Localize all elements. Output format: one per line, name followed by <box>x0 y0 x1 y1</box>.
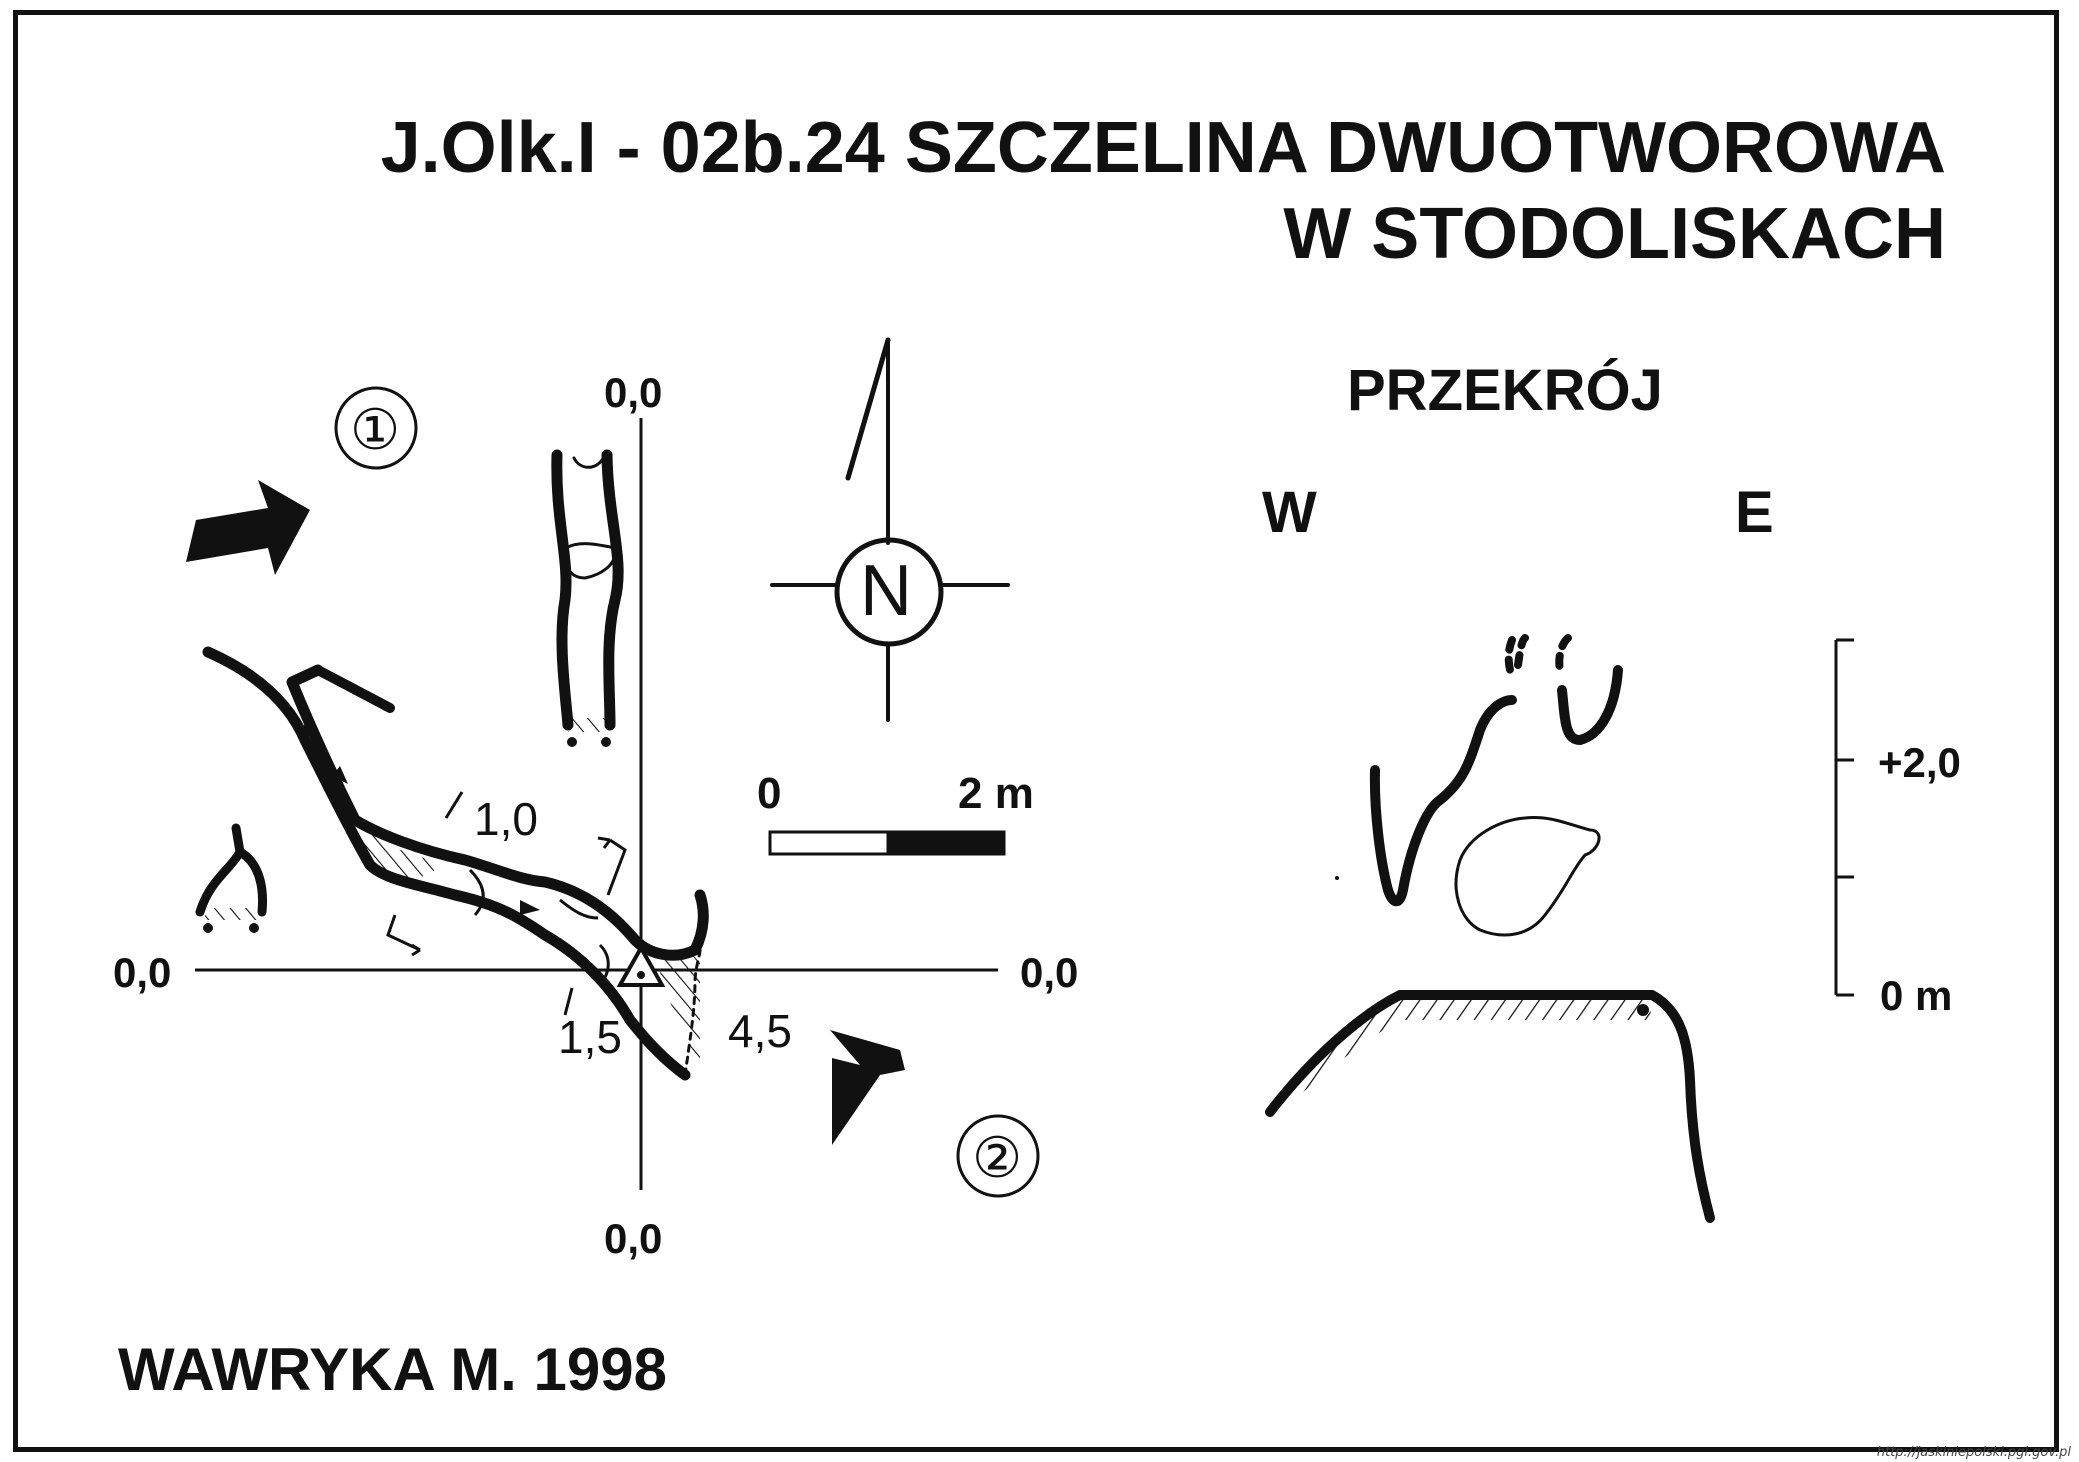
depth-label: 1,0 <box>474 793 538 845</box>
plan-sediment-lower <box>655 950 700 1060</box>
axis-label-right: 0,0 <box>1020 949 1079 996</box>
section-title: PRZEKRÓJ <box>1347 358 1663 423</box>
survey-point-triangle <box>616 943 666 987</box>
scale-bar-start-label: 0 <box>757 769 782 818</box>
entrance-2-arrow <box>830 1030 905 1145</box>
depth-label: 1,5 <box>558 1011 622 1063</box>
source-url: http://jaskiniepolski.pgi.gov.pl <box>1876 1445 2071 1460</box>
height-scale-upper-label: +2,0 <box>1878 739 1961 786</box>
entrance-1-marker: ① <box>350 398 401 461</box>
scale-bar-end-label: 2 m <box>958 769 1034 818</box>
axis-label-bottom: 0,0 <box>604 1215 663 1262</box>
entrance-1-arrow <box>186 480 310 575</box>
section-floor-sediment <box>1270 995 1652 1112</box>
map-title-line-2: W STODOLISKACH <box>1283 194 1946 274</box>
section-boulder <box>1454 815 1601 937</box>
scale-bar-black-segment <box>886 830 1006 856</box>
map-title-line-1: J.Olk.I - 02b.24 SZCZELINA DWUOTWOROWA <box>380 108 1946 188</box>
depth-label: 4,5 <box>728 1005 792 1057</box>
side-passage-sketch <box>195 823 268 917</box>
section-west-label: W <box>1262 480 1317 545</box>
height-scale <box>1834 638 1854 997</box>
cave-plan-outline <box>202 646 709 1081</box>
entrance-1-circle <box>334 386 418 470</box>
height-scale-lower-label: 0 m <box>1880 972 1953 1019</box>
map-frame <box>13 10 2059 1452</box>
axis-label-top: 0,0 <box>604 369 663 416</box>
entrance-2-circle <box>956 1114 1040 1198</box>
author-credit: WAWRYKA M. 1998 <box>118 1336 667 1403</box>
section-east-label: E <box>1735 480 1774 545</box>
plan-sediment-upper <box>330 790 440 878</box>
north-label: N <box>860 551 912 631</box>
entrance-1-shaft <box>551 449 624 731</box>
scale-bar-white-segment <box>768 830 890 856</box>
entrance-2-marker: ② <box>972 1126 1023 1189</box>
axis-label-left: 0,0 <box>113 949 172 996</box>
north-arrow <box>770 337 1010 722</box>
